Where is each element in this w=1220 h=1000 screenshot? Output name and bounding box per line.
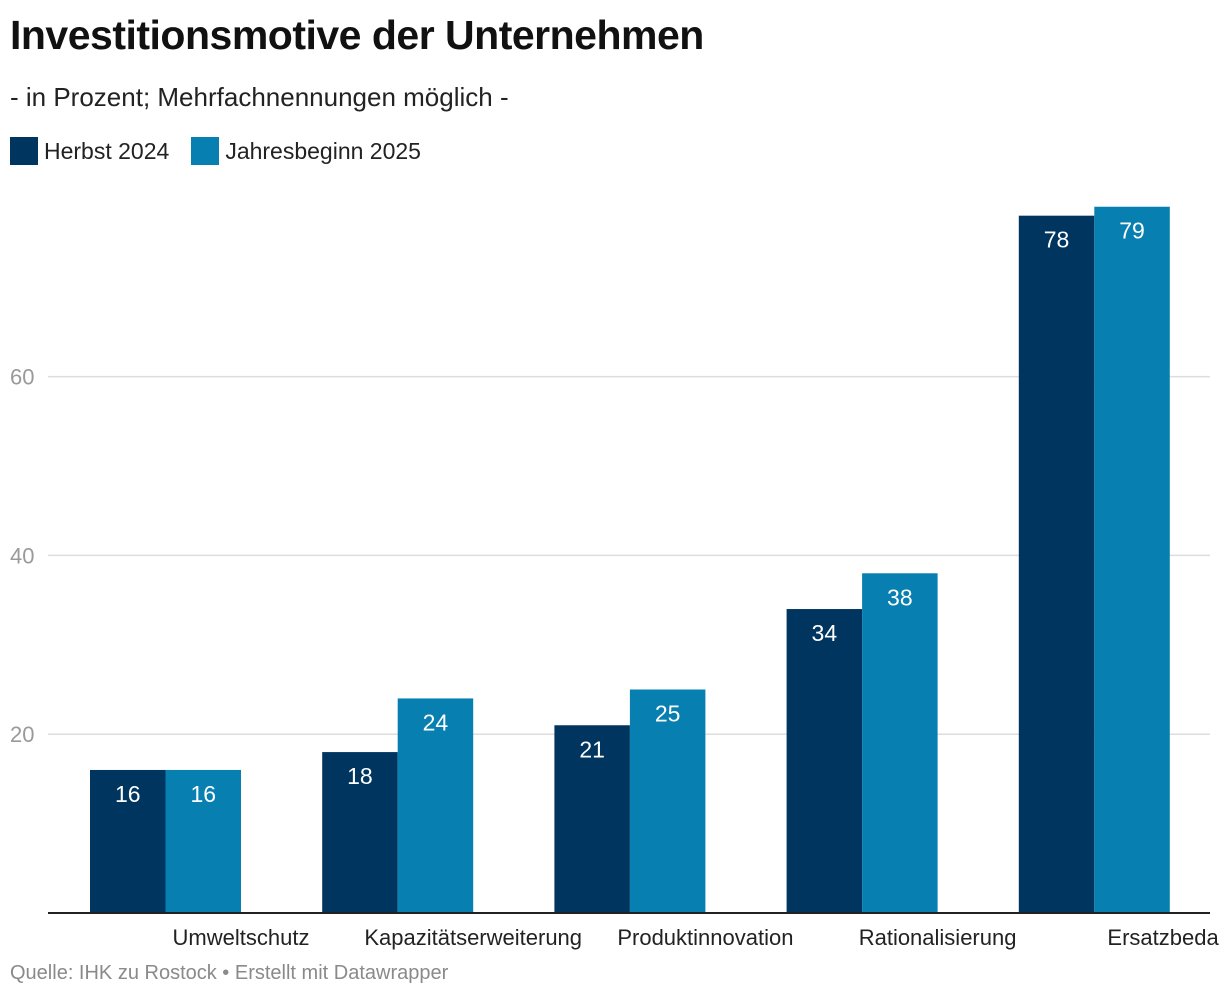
bar-herbst-2024-1 — [322, 752, 398, 913]
data-label: 78 — [1044, 227, 1070, 253]
y-tick-label-20: 20 — [10, 722, 34, 747]
data-label: 25 — [655, 701, 681, 727]
data-label: 16 — [115, 781, 141, 807]
bar-jahresbeginn-2025-1 — [397, 698, 474, 913]
y-tick-label-40: 40 — [10, 543, 34, 568]
data-label: 16 — [190, 781, 216, 807]
bar-jahresbeginn-2025-3 — [862, 573, 938, 913]
x-category-label: Rationalisierung — [859, 925, 1017, 950]
x-category-label: Kapazitätserweiterung — [364, 925, 582, 950]
x-category-label: Produktinnovation — [617, 925, 793, 950]
bar-herbst-2024-2 — [554, 725, 630, 913]
x-category-label: Ersatzbedarf — [1107, 925, 1220, 950]
bar-jahresbeginn-2025-2 — [629, 689, 706, 913]
data-label: 24 — [423, 709, 449, 735]
legend-item-jahresbeginn-2025: Jahresbeginn 2025 — [191, 137, 421, 165]
chart-subtitle: - in Prozent; Mehrfachnennungen möglich … — [10, 82, 509, 112]
bar-herbst-2024-4 — [1018, 215, 1095, 913]
legend-item-herbst-2024: Herbst 2024 — [10, 137, 169, 165]
legend-swatch-jahresbeginn-2025 — [191, 137, 220, 165]
legend-label-herbst-2024: Herbst 2024 — [44, 137, 170, 164]
chart-title: Investitionsmotive der Unternehmen — [10, 12, 704, 58]
bar-herbst-2024-0 — [90, 769, 166, 913]
data-label: 79 — [1119, 218, 1145, 244]
legend-label-jahresbeginn-2025: Jahresbeginn 2025 — [225, 137, 421, 164]
data-label: 21 — [579, 736, 605, 762]
bar-jahresbeginn-2025-4 — [1094, 206, 1170, 914]
bar-herbst-2024-3 — [786, 609, 863, 913]
data-label: 34 — [812, 620, 838, 646]
bar-chart: 20 40 60 16 16 Umweltschutz 18 24 Kapazitätserwe… — [10, 206, 1220, 950]
bar-jahresbeginn-2025-0 — [165, 769, 241, 913]
y-tick-label-60: 60 — [10, 365, 34, 390]
legend: Herbst 2024 Jahresbeginn 2025 — [10, 136, 443, 166]
x-category-label: Umweltschutz — [173, 925, 310, 950]
legend-swatch-herbst-2024 — [10, 137, 38, 165]
data-label: 38 — [887, 584, 913, 610]
data-label: 18 — [347, 763, 373, 789]
source-footer: Quelle: IHK zu Rostock • Erstellt mit Da… — [10, 962, 449, 984]
